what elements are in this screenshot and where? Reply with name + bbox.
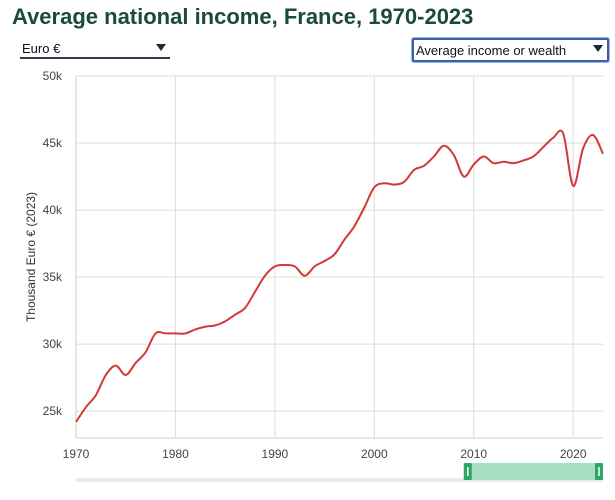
y-axis-title: Thousand Euro € (2023): [24, 192, 38, 322]
x-tick-label: 1980: [162, 447, 189, 461]
range-slider[interactable]: [76, 463, 603, 482]
series-layer: [75, 129, 604, 423]
chevron-down-icon: [156, 44, 166, 51]
y-tick-label: 30k: [43, 337, 63, 351]
x-axis: 1970 1980 1990 2000 2010 2020: [63, 447, 587, 461]
y-tick-label: 40k: [43, 203, 63, 217]
currency-dropdown[interactable]: Euro €: [20, 39, 170, 59]
y-tick-label: 35k: [43, 270, 63, 284]
grid: [75, 75, 603, 439]
x-tick-label: 2010: [460, 447, 487, 461]
chart-title: Average national income, France, 1970-20…: [12, 4, 474, 29]
metric-dropdown-value: Average income or wealth: [416, 42, 567, 58]
currency-dropdown-value: Euro €: [22, 40, 61, 56]
series-line: [75, 129, 604, 423]
x-tick-label: 1990: [262, 447, 289, 461]
x-tick-label: 1970: [63, 447, 90, 461]
metric-dropdown[interactable]: Average income or wealth: [412, 38, 609, 62]
y-tick-label: 25k: [43, 404, 63, 418]
x-tick-label: 2000: [361, 447, 388, 461]
y-axis: 25k 30k 35k 40k 45k 50k: [43, 69, 63, 418]
slider-track: [76, 478, 603, 482]
y-tick-label: 45k: [43, 136, 63, 150]
x-tick-label: 2020: [560, 447, 587, 461]
chevron-down-icon: [593, 45, 603, 52]
y-tick-label: 50k: [43, 69, 63, 83]
slider-selection: [463, 463, 603, 480]
